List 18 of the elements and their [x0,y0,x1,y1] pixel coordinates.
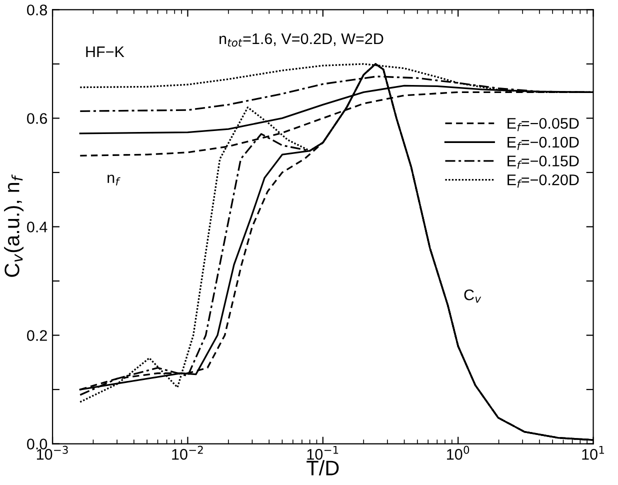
legend-label: E$_{f}$=−0.20D [508,174,579,188]
annotation: n$_{tot}$=1.6, V=0.2D, W=2D [220,33,384,47]
y-tick-label: 0.8 [27,4,48,16]
annotation: C$_{v}$ [464,289,482,303]
y-tick-label: 0.6 [27,113,47,124]
x-axis-title: T/D [306,460,339,476]
x-tick-label: 10$^{0}$ [447,446,470,460]
legend-label: E$_{f}$=−0.05D [508,118,579,132]
y-tick-label: 0.2 [27,330,47,341]
legend-label: E$_{f}$=−0.15D [508,156,579,169]
x-tick-label: 10$^{−2}$ [172,446,203,460]
x-tick-label: 10$^{−1}$ [307,446,338,460]
x-tick-label: 10$^{1}$ [582,446,604,460]
annotation: n$_{f}$ [108,174,120,186]
annotation: HF−K [86,46,124,58]
legend-label: E$_{f}$=−0.10D [508,136,579,150]
y-axis-title: C$_{v}$(a.u.), n$_{f}$ [4,174,24,277]
y-tick-label: 0.4 [27,222,48,232]
